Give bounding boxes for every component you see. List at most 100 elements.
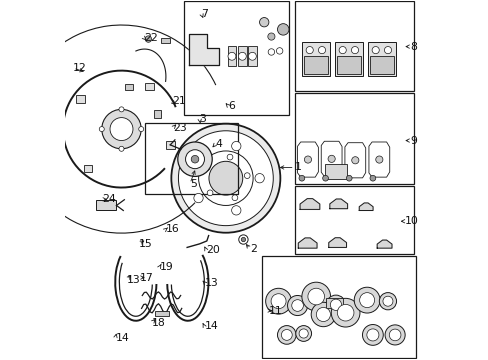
Circle shape — [171, 124, 280, 233]
Circle shape — [267, 49, 274, 55]
Circle shape — [254, 174, 264, 183]
Bar — [334, 42, 362, 76]
Circle shape — [178, 142, 212, 176]
Circle shape — [238, 52, 246, 60]
Polygon shape — [329, 199, 347, 209]
Text: 14: 14 — [204, 321, 218, 331]
Circle shape — [227, 52, 235, 60]
Bar — [155, 311, 169, 316]
Bar — [166, 141, 175, 149]
Circle shape — [327, 155, 335, 162]
Text: 20: 20 — [206, 245, 220, 255]
Polygon shape — [298, 238, 316, 248]
Circle shape — [198, 151, 253, 206]
Text: 18: 18 — [152, 318, 165, 328]
Bar — [247, 46, 256, 66]
Text: 22: 22 — [144, 33, 158, 43]
Text: 19: 19 — [159, 262, 173, 272]
Bar — [125, 84, 133, 90]
Bar — [295, 1, 413, 91]
Bar — [295, 93, 413, 184]
Bar — [295, 186, 413, 253]
Circle shape — [382, 296, 392, 306]
Text: 21: 21 — [171, 96, 185, 106]
Text: 15: 15 — [139, 239, 152, 249]
Circle shape — [238, 235, 247, 244]
Circle shape — [322, 175, 328, 181]
Text: 11: 11 — [268, 306, 282, 315]
Polygon shape — [376, 240, 391, 248]
Circle shape — [346, 175, 351, 181]
Text: 8: 8 — [409, 42, 416, 51]
Circle shape — [388, 329, 400, 341]
Circle shape — [281, 329, 292, 340]
Circle shape — [178, 131, 273, 226]
Circle shape — [231, 206, 241, 215]
Circle shape — [208, 161, 242, 195]
Bar — [303, 57, 327, 74]
Circle shape — [207, 190, 212, 196]
Circle shape — [204, 165, 209, 171]
Bar — [261, 256, 415, 357]
Bar — [183, 1, 289, 116]
Polygon shape — [359, 203, 372, 211]
Text: 13: 13 — [126, 275, 141, 285]
Circle shape — [330, 298, 359, 327]
Circle shape — [379, 293, 396, 310]
Circle shape — [119, 107, 124, 112]
Polygon shape — [328, 238, 346, 247]
Circle shape — [241, 237, 245, 242]
Polygon shape — [297, 142, 318, 177]
Circle shape — [305, 46, 313, 54]
Text: 4: 4 — [215, 139, 222, 149]
Circle shape — [102, 109, 141, 149]
Text: 14: 14 — [115, 333, 129, 343]
Circle shape — [359, 293, 374, 308]
Circle shape — [277, 24, 288, 35]
Circle shape — [287, 296, 307, 316]
Polygon shape — [368, 142, 389, 177]
Text: 23: 23 — [172, 123, 186, 133]
Text: 2: 2 — [249, 244, 256, 254]
Bar — [238, 46, 246, 66]
Circle shape — [369, 175, 375, 181]
Circle shape — [337, 304, 353, 321]
Circle shape — [316, 307, 330, 321]
Circle shape — [307, 288, 324, 305]
Circle shape — [301, 282, 330, 311]
Circle shape — [304, 156, 311, 163]
Circle shape — [375, 156, 382, 163]
Bar — [161, 38, 169, 43]
Circle shape — [384, 325, 405, 345]
Text: 5: 5 — [190, 179, 197, 189]
Circle shape — [351, 46, 358, 54]
Bar — [227, 46, 236, 66]
Circle shape — [145, 36, 151, 42]
Circle shape — [325, 295, 345, 315]
Circle shape — [291, 300, 303, 311]
Circle shape — [362, 324, 383, 345]
Circle shape — [366, 329, 378, 341]
Text: 9: 9 — [409, 136, 416, 145]
Text: 3: 3 — [199, 114, 206, 124]
Circle shape — [226, 154, 232, 160]
Circle shape — [318, 46, 325, 54]
Circle shape — [295, 325, 311, 341]
Circle shape — [99, 127, 104, 132]
Polygon shape — [188, 34, 219, 65]
Bar — [336, 57, 360, 74]
Circle shape — [110, 118, 133, 140]
Circle shape — [353, 287, 379, 313]
Bar — [144, 83, 153, 90]
Circle shape — [231, 141, 241, 151]
Bar — [325, 298, 342, 308]
Circle shape — [139, 127, 143, 132]
Text: 13: 13 — [204, 278, 218, 288]
Text: 6: 6 — [228, 101, 235, 111]
Circle shape — [371, 46, 379, 54]
Bar — [144, 123, 238, 194]
Circle shape — [276, 48, 282, 54]
Polygon shape — [321, 141, 341, 176]
Text: 7: 7 — [201, 9, 208, 19]
Bar — [367, 42, 395, 76]
